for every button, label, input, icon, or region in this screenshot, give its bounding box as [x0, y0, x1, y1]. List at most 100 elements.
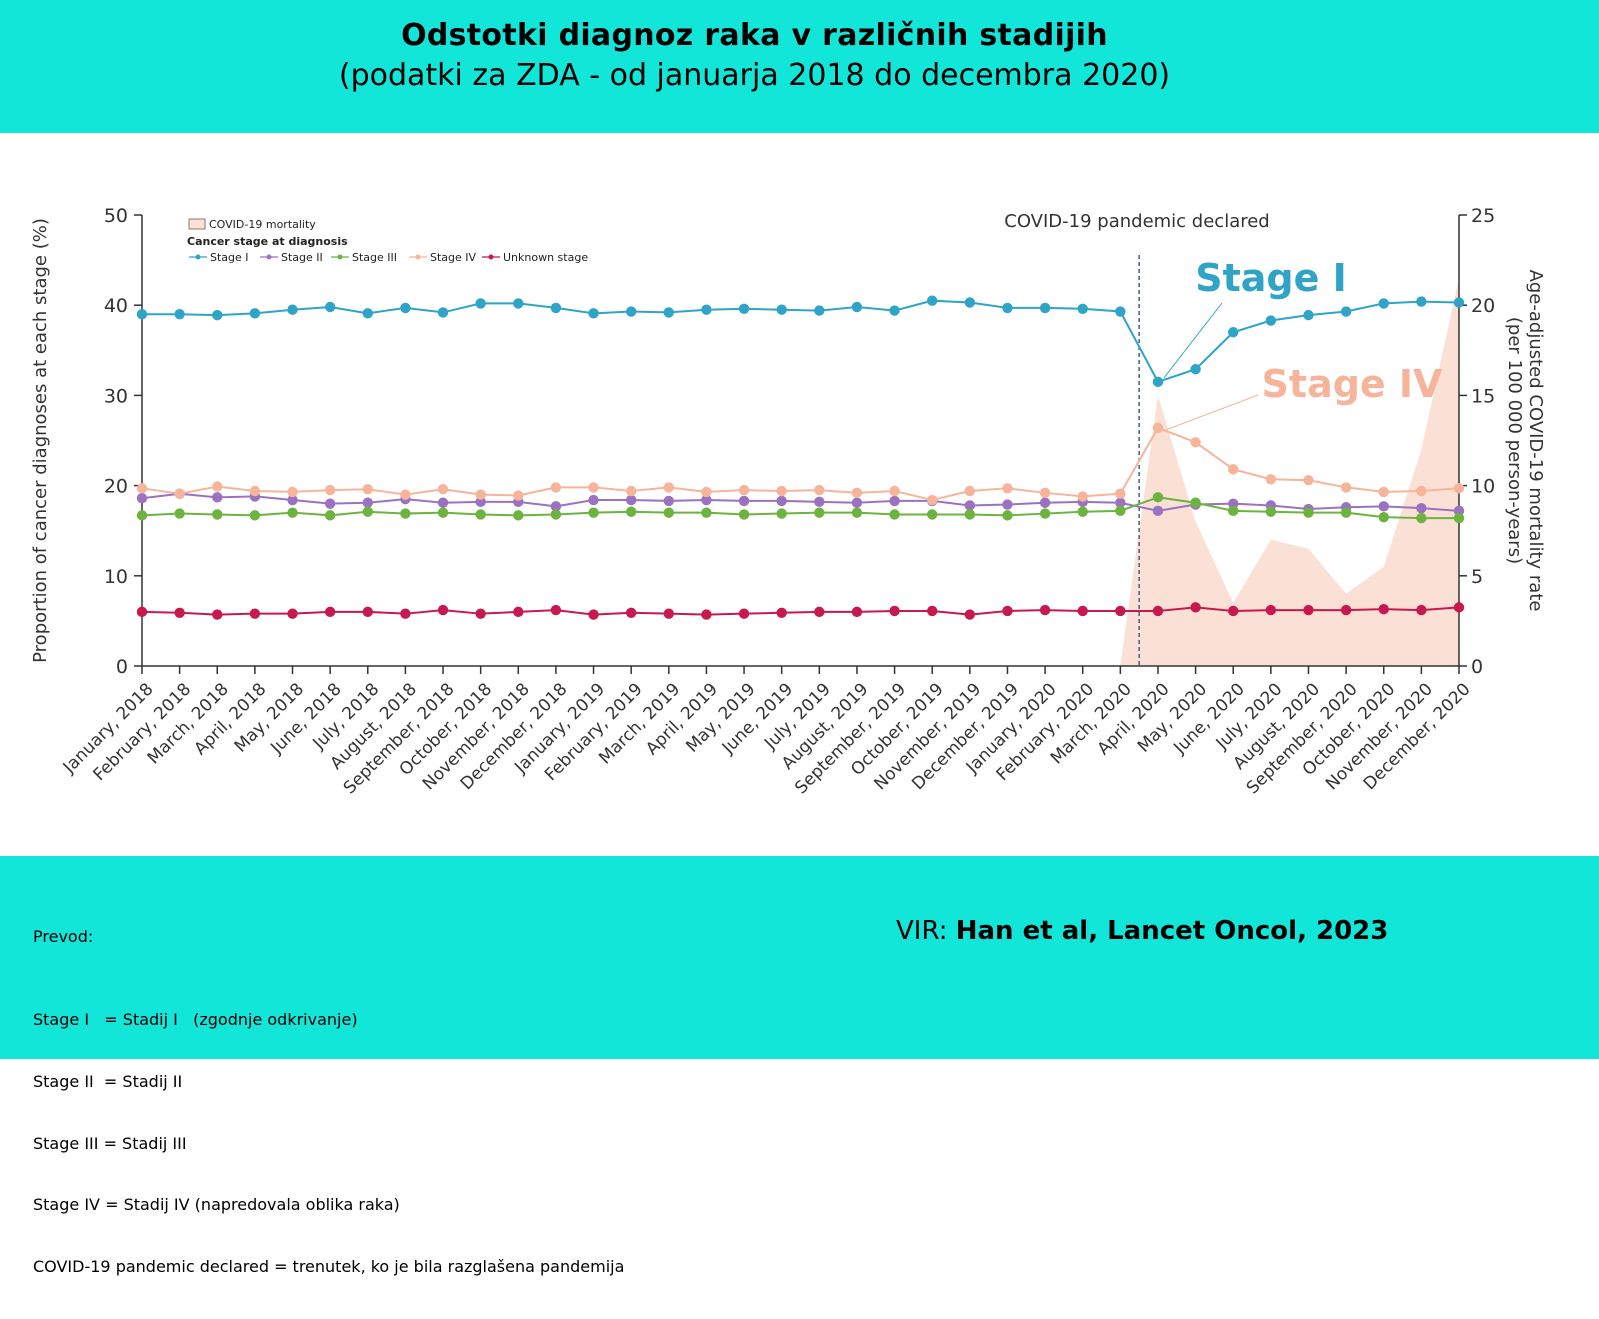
y2-tick-label: 25 — [1471, 205, 1495, 227]
data-point — [400, 508, 411, 519]
data-point — [1039, 302, 1051, 314]
translation-line: COVID-19 pandemic declared = trenutek, k… — [33, 1257, 625, 1277]
data-point — [249, 308, 261, 319]
y-tick-label: 30 — [104, 385, 128, 407]
data-point — [249, 485, 261, 497]
data-point — [964, 509, 976, 520]
data-point — [814, 507, 825, 518]
data-point — [1077, 491, 1088, 502]
data-point — [738, 495, 750, 507]
y2-tick-label: 0 — [1471, 656, 1483, 678]
data-point — [738, 608, 750, 619]
data-point — [625, 506, 637, 517]
data-point — [1453, 512, 1465, 524]
legend-swatch-dot — [488, 254, 494, 260]
data-point — [1228, 464, 1239, 475]
data-point — [663, 495, 674, 507]
data-point — [513, 490, 524, 501]
data-point — [513, 606, 524, 618]
data-point — [513, 298, 524, 309]
data-point — [1152, 605, 1164, 617]
line-chart: COVID-19 pandemic declared 0 10 20 30 40 50 0 5 1… — [30, 205, 1546, 798]
data-point — [964, 485, 976, 497]
data-point — [1265, 506, 1277, 517]
series-line-unknown-stage — [141, 606, 1460, 616]
data-point — [400, 302, 411, 314]
data-point — [1115, 497, 1126, 508]
data-point — [212, 609, 223, 620]
series-line-stage-iv — [141, 426, 1460, 502]
data-point — [776, 495, 787, 507]
source-text: Han et al, Lancet Oncol, 2023 — [955, 916, 1389, 946]
data-point — [738, 484, 750, 496]
data-point — [1378, 501, 1389, 512]
data-point — [249, 608, 261, 619]
data-point — [1002, 499, 1013, 510]
source-citation: VIR: Han et al, Lancet Oncol, 2023 — [896, 916, 1388, 946]
covid-mortality-area — [1120, 278, 1459, 666]
data-point — [1228, 605, 1239, 617]
data-point — [663, 507, 674, 518]
data-point — [287, 494, 298, 506]
legend-label: Stage IV — [430, 251, 477, 264]
data-point — [1303, 474, 1314, 486]
data-point — [475, 489, 486, 500]
data-point — [400, 489, 411, 500]
series-line-stage-iii — [141, 496, 1459, 520]
y2-axis-title-line2: (per 100 000 person-years) — [1504, 317, 1525, 564]
translation-heading: Prevod: — [33, 927, 94, 947]
data-point — [776, 607, 787, 618]
data-point — [588, 308, 599, 319]
data-point — [1190, 364, 1201, 375]
data-point — [212, 509, 223, 520]
y2-tick-label: 15 — [1471, 385, 1495, 407]
data-point — [324, 606, 336, 618]
data-point — [136, 309, 148, 320]
data-point — [1453, 297, 1465, 308]
data-point — [964, 500, 976, 511]
data-point — [1453, 602, 1465, 613]
stage1-callout-label: Stage I — [1195, 256, 1347, 300]
data-point — [1002, 605, 1013, 617]
data-point — [437, 484, 449, 495]
data-point — [701, 507, 712, 518]
page-subtitle: (podatki za ZDA - od januarja 2018 do de… — [338, 58, 1171, 93]
data-point — [1039, 508, 1051, 519]
data-point — [550, 302, 562, 314]
data-point — [174, 607, 185, 618]
data-point — [851, 301, 863, 313]
data-point — [625, 607, 637, 618]
data-point — [588, 494, 599, 506]
y2-tick-label: 10 — [1471, 476, 1495, 498]
data-point — [927, 494, 938, 506]
data-point — [1002, 483, 1013, 494]
translation-line: Stage III = Stadij III — [33, 1133, 187, 1153]
data-point — [1115, 505, 1126, 517]
data-point — [1340, 507, 1352, 518]
data-point — [814, 305, 825, 316]
data-point — [287, 608, 298, 619]
data-point — [1340, 604, 1352, 616]
data-point — [701, 609, 712, 620]
data-point — [588, 507, 599, 518]
data-point — [625, 485, 637, 497]
data-point — [1077, 506, 1088, 517]
data-point — [1416, 604, 1427, 616]
legend-area-swatch — [188, 218, 206, 230]
data-point — [1152, 422, 1164, 434]
data-point — [738, 303, 750, 315]
data-point — [701, 486, 712, 498]
y2-tick-label: 5 — [1471, 566, 1483, 588]
data-point — [362, 606, 373, 618]
data-point — [550, 509, 562, 520]
source-prefix: VIR: — [896, 916, 956, 946]
data-point — [249, 510, 261, 521]
data-point — [324, 510, 336, 521]
data-point — [1265, 315, 1277, 326]
legend-swatch-dot — [195, 254, 201, 260]
data-point — [625, 306, 637, 317]
data-point — [1115, 306, 1126, 317]
data-point — [1378, 603, 1389, 615]
data-point — [136, 483, 148, 494]
y-axis-title: Proportion of cancer diagnoses at each s… — [30, 218, 51, 663]
